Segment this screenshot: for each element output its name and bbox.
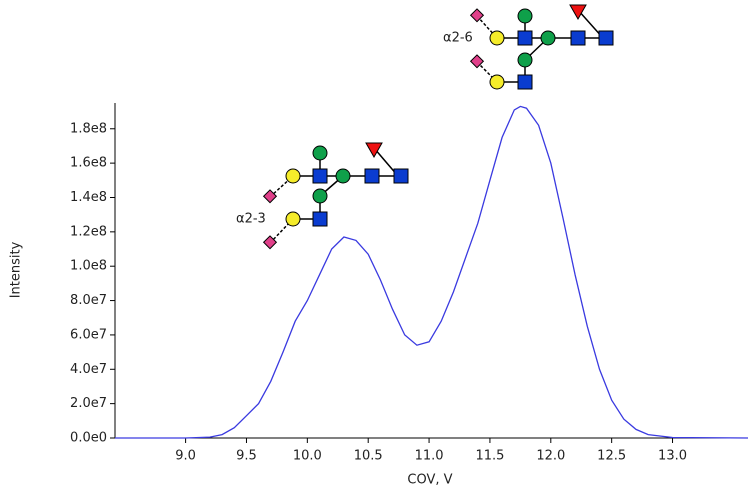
y-tick-label: 8.0e7	[70, 293, 107, 308]
y-tick-label: 1.0e8	[70, 259, 107, 274]
x-tick-label: 11.5	[475, 449, 504, 464]
x-tick-label: 12.5	[597, 449, 626, 464]
y-tick-label: 0.0e0	[70, 431, 107, 446]
x-tick-label: 13.0	[658, 449, 687, 464]
y-axis-label: Intensity	[9, 241, 24, 298]
x-tick-label: 10.5	[354, 449, 383, 464]
y-tick-label: 1.8e8	[70, 121, 107, 136]
line-series	[115, 105, 749, 439]
y-tick-label: 1.4e8	[70, 190, 107, 205]
x-tick-label: 10.0	[293, 449, 322, 464]
y-tick-label: 6.0e7	[70, 327, 107, 342]
glycan-a26	[469, 4, 614, 90]
glycan-a23	[262, 142, 409, 250]
annotation: α2-6	[443, 31, 473, 46]
x-tick-label: 9.0	[175, 449, 196, 464]
x-tick-label: 9.5	[236, 449, 257, 464]
x-tick-label: 12.0	[536, 449, 565, 464]
y-tick-label: 1.6e8	[70, 156, 107, 171]
annotation: α2-3	[236, 212, 266, 227]
y-tick-label: 1.2e8	[70, 224, 107, 239]
x-tick-label: 11.0	[415, 449, 444, 464]
y-tick-label: 2.0e7	[70, 396, 107, 411]
x-axis-label: COV, V	[407, 473, 452, 488]
y-tick-label: 4.0e7	[70, 362, 107, 377]
